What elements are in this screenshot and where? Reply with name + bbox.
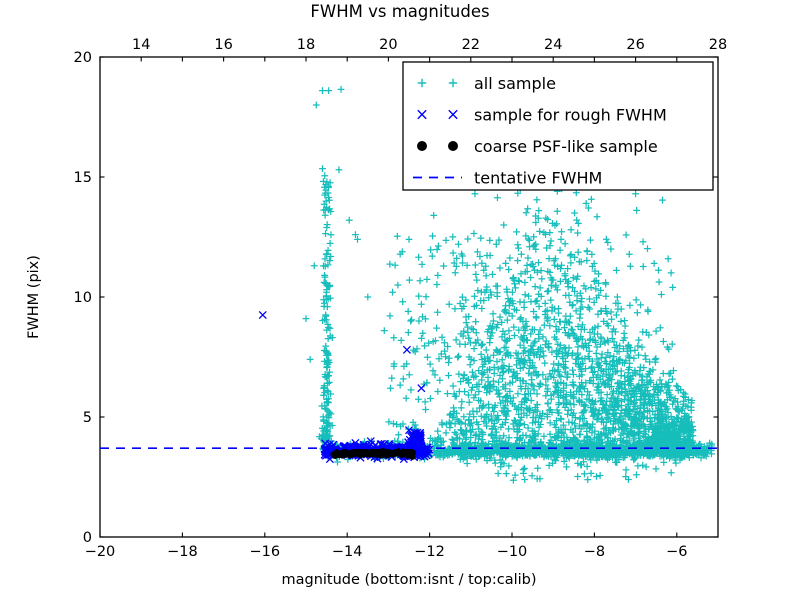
legend-entry[interactable]: all sample (417, 74, 556, 93)
y-tick-label: 10 (74, 290, 92, 306)
legend-entry-label: coarse PSF-like sample (474, 137, 658, 156)
data-points-layer (258, 86, 716, 484)
x-axis-label: magnitude (bottom:isnt / top:calib) (281, 572, 536, 588)
legend-entry[interactable]: sample for rough FWHM (417, 106, 667, 125)
y-tick-label: 5 (83, 410, 92, 426)
x-top-tick-label: 18 (297, 37, 315, 53)
x-top-tick-label: 28 (709, 37, 727, 53)
legend-entry-label: sample for rough FWHM (474, 106, 667, 125)
x-tick-label: −8 (584, 544, 605, 560)
legend-entry[interactable]: tentative FWHM (413, 169, 602, 188)
axis-labels-layer: magnitude (bottom:isnt / top:calib) FWHM … (26, 255, 537, 588)
y-tick-label: 20 (74, 50, 92, 66)
legend-entry[interactable]: coarse PSF-like sample (417, 137, 658, 156)
legend[interactable]: all sample sample for rough FWHM coarse PS… (402, 61, 714, 191)
legend-entry-label: tentative FWHM (474, 169, 602, 188)
x-top-tick-label: 20 (379, 37, 397, 53)
y-tick-label: 0 (83, 530, 92, 546)
legend-entry-label: all sample (474, 74, 556, 93)
x-top-tick-label: 22 (462, 37, 480, 53)
x-tick-label: −18 (167, 544, 198, 560)
x-top-tick-label: 24 (544, 37, 562, 53)
x-tick-label: −20 (85, 544, 116, 560)
x-tick-label: −16 (249, 544, 280, 560)
x-top-tick-label: 16 (214, 37, 232, 53)
x-tick-label: −14 (332, 544, 363, 560)
x-top-tick-label: 26 (626, 37, 644, 53)
x-tick-label: −10 (497, 544, 528, 560)
y-tick-label: 15 (74, 170, 92, 186)
y-axis-label: FWHM (pix) (26, 255, 42, 339)
axis-ticks-layer: −20 −18 −16 −14 −12 −10 −8 −6 14 16 18 20 22 24 26 28 0 5… (74, 37, 728, 560)
x-top-tick-label: 14 (132, 37, 150, 53)
x-tick-label: −12 (414, 544, 445, 560)
chart-title: FWHM vs magnitudes (310, 2, 490, 21)
x-tick-label: −6 (666, 544, 687, 560)
